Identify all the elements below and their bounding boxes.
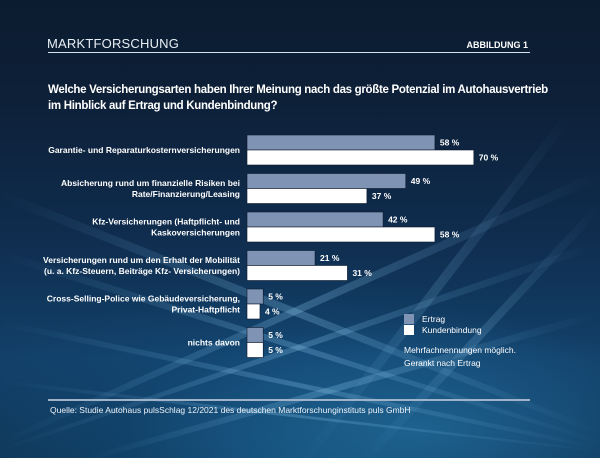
category-label: Rate/Finanzierung/Leasing [132,189,240,199]
chart-question-title: Welche Versicherungsarten haben Ihrer Me… [48,84,548,112]
value-label-ertrag: 5 % [268,292,283,302]
bar-kundenbindung [246,226,436,243]
value-label-ertrag: 49 % [411,176,431,186]
note-line-ranking: Gerankt nach Ertrag [404,358,481,368]
bar-ertrag [246,327,264,343]
bar-kundenbindung [246,265,348,281]
bar-kundenbindung [246,342,264,358]
legend-item-ertrag: Ertrag [404,313,482,324]
bar-group: Cross-Selling-Police wie Gebäudeversiche… [47,288,283,320]
category-label: Kaskoversicherungen [151,228,240,238]
category-label: Versicherungen rund um den Erhalt der Mo… [43,255,240,265]
value-label-kundenbindung: 31 % [352,268,372,278]
legend-item-kundenbindung: Kundenbindung [404,324,482,335]
note-line-multiple-answers: Mehrfachnennungen möglich. [404,345,516,355]
category-label: nichts davon [188,338,240,348]
value-label-kundenbindung: 58 % [440,230,460,240]
chart-note: Mehrfachnennungen möglich. Gerankt nach … [404,344,516,370]
figure-label: ABBILDUNG 1 [466,40,528,50]
category-label: Absicherung rund um finanzielle Risiken … [61,178,240,188]
category-label: Cross-Selling-Police wie Gebäudeversiche… [47,294,240,304]
value-label-ertrag: 58 % [440,138,460,148]
bar-ertrag [246,211,384,228]
legend-label-ertrag: Ertrag [422,313,446,324]
legend-label-kundenbindung: Kundenbindung [422,324,482,335]
category-label: Kfz-Versicherungen (Haftpflicht- und [92,217,240,227]
header-divider [48,52,530,53]
bar-group: Garantie- und Reparaturkosternversicheru… [48,134,499,166]
category-label: (u. a. Kfz-Steuern, Beiträge Kfz- Versic… [44,266,240,276]
bar-group: Kfz-Versicherungen (Haftpflicht- undKask… [92,211,460,243]
value-label-kundenbindung: 70 % [479,153,499,163]
bar-ertrag [246,288,264,305]
legend-swatch-kundenbindung [404,324,414,335]
bar-ertrag [246,250,316,266]
bar-kundenbindung [246,188,368,204]
value-label-ertrag: 42 % [388,215,408,225]
bar-group: Absicherung rund um finanzielle Risiken … [61,173,431,204]
bar-ertrag [246,134,436,151]
category-label: Privat-Haftpflicht [172,305,241,315]
section-title: MARKTFORSCHUNG [47,36,180,51]
bar-kundenbindung [246,303,261,320]
bar-kundenbindung [246,149,475,166]
value-label-ertrag: 21 % [320,253,340,263]
value-label-kundenbindung: 4 % [265,307,280,317]
chart-legend: Ertrag Kundenbindung [404,313,482,335]
footer-divider [48,399,530,401]
bar-group: Versicherungen rund um den Erhalt der Mo… [43,250,372,281]
category-label: Garantie- und Reparaturkosternversicheru… [48,145,240,155]
bar-ertrag [246,173,407,189]
value-label-kundenbindung: 37 % [372,191,392,201]
value-label-kundenbindung: 5 % [268,345,283,355]
source-note: Quelle: Studie Autohaus pulsSchlag 12/20… [50,405,411,415]
bar-group: nichts davon 5 % 5 % [188,327,283,358]
value-label-ertrag: 5 % [268,330,283,340]
legend-swatch-ertrag [404,313,414,324]
